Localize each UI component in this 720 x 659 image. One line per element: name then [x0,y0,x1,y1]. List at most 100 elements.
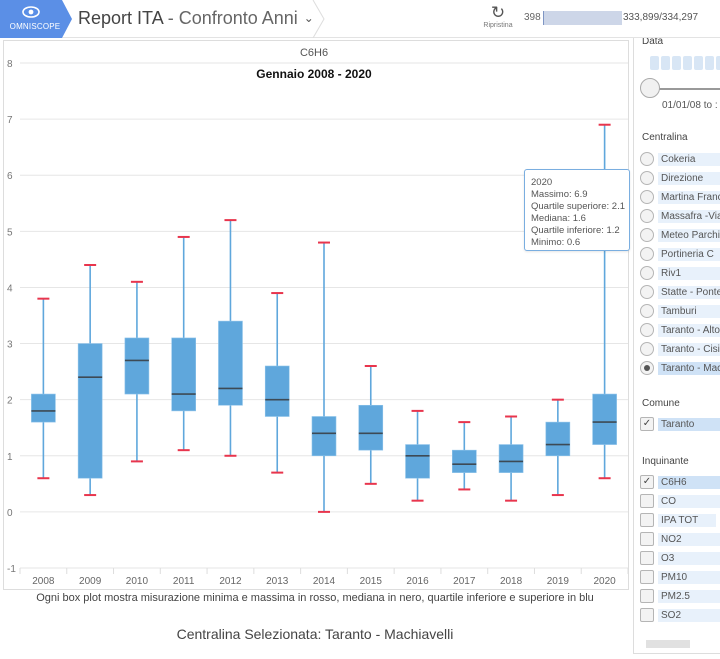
filtered-count: 398 [524,12,541,23]
centralina-option[interactable]: Massafra -Via [640,208,720,224]
radio-button[interactable] [640,209,654,223]
filter-progress-bar [543,11,622,25]
inquinante-title: Inquinante [642,456,689,467]
date-range-label: 01/01/08 to : [662,100,718,111]
comune-option[interactable]: ✓ Taranto [640,416,720,432]
date-histogram [650,56,720,70]
checkbox[interactable] [640,532,654,546]
checkbox[interactable] [640,589,654,603]
x-tick-label: 2011 [173,576,195,587]
option-label: PM2.5 [658,589,720,603]
boxplot-chart: 8 7 6 5 4 3 2 1 0 -1 C6H6 Gennaio 2008 - 2020 2008 20… [7,47,629,587]
centralina-option[interactable]: Cokeria [640,151,720,167]
x-tick-label: 2020 [593,576,616,587]
radio-button[interactable] [640,247,654,261]
chart-panel: 8 7 6 5 4 3 2 1 0 -1 C6H6 Gennaio 2008 - 2020 2008 20… [3,40,630,590]
omniscope-logo[interactable]: OMNISCOPE [0,0,72,38]
sidebar-scrollbar[interactable] [646,640,690,648]
y-tick-label: 8 [7,59,13,70]
brand-label: OMNISCOPE [9,22,61,31]
option-label: Meteo Parchi [658,228,720,242]
option-label: Martina Franc [658,190,720,204]
box-2016 [405,444,430,479]
radio-button[interactable] [640,285,654,299]
breadcrumb-separator [312,0,325,38]
checkbox[interactable] [640,513,654,527]
x-tick-label: 2017 [453,576,476,587]
centralina-option[interactable]: Meteo Parchi [640,227,720,243]
date-slider-handle[interactable] [640,78,660,98]
inquinante-option[interactable]: O3 [640,550,720,566]
x-tick-label: 2009 [79,576,102,587]
radio-button[interactable] [640,323,654,337]
y-tick-label: 7 [7,115,13,126]
x-tick-label: 2018 [500,576,523,587]
x-tick-label: 2019 [547,576,570,587]
option-label: Taranto [658,417,720,431]
option-label: PM10 [658,570,720,584]
reset-button[interactable]: ↻ Ripristina [478,4,518,30]
x-tick-label: 2016 [406,576,429,587]
y-tick-label: 2 [7,396,13,407]
comune-title: Comune [642,398,680,409]
option-label: Direzione [658,171,720,185]
centralina-option[interactable]: Tamburi [640,303,720,319]
checkbox[interactable]: ✓ [640,475,654,489]
inquinante-option[interactable]: CO [640,493,720,509]
option-label: Massafra -Via [658,209,720,223]
inquinante-option[interactable]: PM2.5 [640,588,720,604]
inquinante-option[interactable]: IPA TOT [640,512,716,528]
box-2008 [31,393,56,423]
checkbox[interactable] [640,551,654,565]
report-title-dropdown[interactable]: Report ITA - Confronto Anni ⌄ [78,8,314,29]
option-label: Cokeria [658,152,720,166]
chevron-down-icon: ⌄ [303,11,314,25]
radio-button[interactable] [640,304,654,318]
option-label: C6H6 [658,475,720,489]
centralina-option[interactable]: Direzione [640,170,720,186]
option-label: Statte - Ponte [658,285,720,299]
option-label: Taranto - Cisi [658,342,720,356]
radio-button[interactable] [640,342,654,356]
radio-button[interactable] [640,152,654,166]
radio-button[interactable] [640,171,654,185]
checkbox[interactable] [640,494,654,508]
option-label: CO [658,494,720,508]
radio-button[interactable] [640,190,654,204]
centralina-option[interactable]: Martina Franc [640,189,720,205]
option-label: Riv1 [658,266,720,280]
tooltip-median: Mediana: 1.6 [531,213,586,224]
x-tick-label: 2015 [360,576,383,587]
x-tick-label: 2012 [219,576,242,587]
centralina-option[interactable]: Portineria C [640,246,720,262]
centralina-option[interactable]: Taranto - Mac [640,360,720,376]
inquinante-option[interactable]: ✓ C6H6 [640,474,720,490]
checkbox[interactable] [640,608,654,622]
inquinante-option[interactable]: SO2 [640,607,720,623]
radio-button[interactable] [640,228,654,242]
date-slider-track[interactable] [654,88,720,90]
centralina-option[interactable]: Statte - Ponte [640,284,720,300]
box-2019 [545,421,571,457]
x-tick-label: 2014 [313,576,336,587]
box-2020 [592,393,617,445]
total-count: 333,899/334,297 [623,12,699,23]
centralina-option[interactable]: Riv1 [640,265,720,281]
centralina-option[interactable]: Taranto - Alto [640,322,720,338]
option-label: SO2 [658,608,720,622]
radio-button[interactable] [640,266,654,280]
chart-caption: Ogni box plot mostra misurazione minima … [36,592,594,604]
date-filter-title: Data [642,38,664,47]
inquinante-option[interactable]: PM10 [640,569,720,585]
y-tick-label: 6 [7,171,13,182]
checkbox[interactable] [640,570,654,584]
inquinante-option[interactable]: NO2 [640,531,720,547]
tooltip-max: Massimo: 6.9 [531,189,588,200]
radio-button[interactable] [640,361,654,375]
box-2013 [264,365,290,417]
checkbox[interactable]: ✓ [640,417,654,431]
chart-title: C6H6 [300,47,328,59]
centralina-option[interactable]: Taranto - Cisi [640,341,720,357]
eye-icon [22,6,40,18]
tooltip-q1: Quartile inferiore: 1.2 [531,225,620,236]
